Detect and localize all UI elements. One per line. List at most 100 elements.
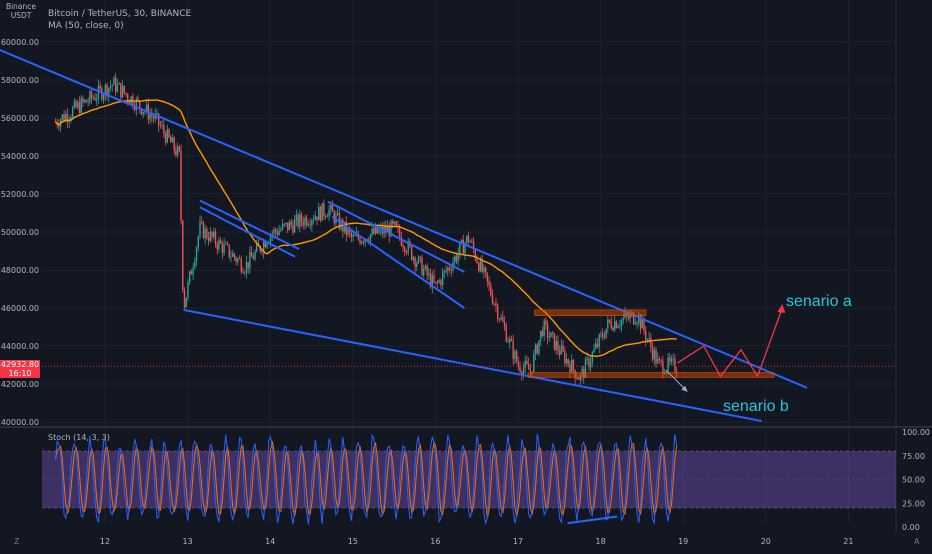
candle-body <box>385 226 387 233</box>
candle-body <box>526 360 528 364</box>
candle-body <box>669 357 671 362</box>
candle-body <box>149 114 151 120</box>
candle-body <box>496 305 499 319</box>
corner-label-right[interactable]: A <box>914 537 920 546</box>
candle-body <box>457 253 459 262</box>
candle-body <box>481 259 483 272</box>
candle-body <box>187 282 189 298</box>
candle-body <box>218 239 220 250</box>
candle-body <box>493 303 495 305</box>
candle-body <box>63 114 65 121</box>
candle-body <box>183 289 186 308</box>
candle-body <box>567 358 569 365</box>
candle-body <box>300 214 303 222</box>
candle-body <box>66 113 69 122</box>
candle-body <box>145 104 148 112</box>
descending-channel-upper[interactable] <box>0 44 808 389</box>
moving-average-line[interactable] <box>54 99 677 358</box>
candle-body <box>302 221 304 226</box>
candle-body <box>288 221 291 231</box>
candle-body <box>584 359 587 378</box>
candle-body <box>410 246 413 260</box>
candle-body <box>178 146 181 151</box>
candle-body <box>254 251 256 260</box>
candle-body <box>233 253 236 258</box>
candle-body <box>190 271 193 275</box>
scenario-a-path[interactable] <box>677 307 783 378</box>
candle-body <box>486 272 489 282</box>
candle-body <box>663 373 666 375</box>
candle-body <box>276 232 279 235</box>
candle-body <box>471 241 473 243</box>
candle-body <box>500 317 502 320</box>
corner-label-left[interactable]: Z <box>14 537 20 546</box>
symbol-title[interactable]: Bitcoin / TetherUS, 30, BINANCE <box>48 9 192 19</box>
candle-body <box>90 91 93 99</box>
price-tick-label: 44000.00 <box>1 342 39 351</box>
candle-body <box>565 358 568 364</box>
candle-body <box>593 348 595 353</box>
candle-body <box>316 216 318 221</box>
candle-body <box>660 359 662 362</box>
candle-body <box>433 275 435 283</box>
candle-body <box>73 101 76 108</box>
support-zone[interactable] <box>527 372 775 378</box>
candle-body <box>80 98 82 114</box>
candle-body <box>113 77 115 86</box>
inner-channel-2-lower[interactable] <box>331 215 465 309</box>
candle-body <box>608 319 611 322</box>
candle-body <box>443 270 446 273</box>
candle-body <box>168 129 170 138</box>
candle-body <box>610 321 612 329</box>
descending-channel-lower[interactable] <box>183 308 762 423</box>
candle-body <box>422 269 425 276</box>
candle-body <box>106 84 108 97</box>
candle-body <box>135 98 138 110</box>
inner-channel-1-lower[interactable] <box>199 206 296 258</box>
current-price-tag: 42932.80 16:10 <box>0 360 40 378</box>
candle-body <box>161 125 163 127</box>
candle-body <box>361 241 363 244</box>
inner-channel-2-upper[interactable] <box>327 200 465 273</box>
candle-body <box>314 216 316 220</box>
candle-body <box>603 337 606 339</box>
stoch-tick-label: 0.00 <box>902 523 920 532</box>
candle-body <box>583 369 585 378</box>
candle-body <box>388 226 390 237</box>
candle-body <box>318 206 320 221</box>
candle-body <box>538 340 540 354</box>
candle-body <box>522 367 525 375</box>
candle-body <box>576 378 578 380</box>
candle-body <box>524 360 526 368</box>
scenario-b-arrowhead <box>681 385 688 392</box>
candle-body <box>247 261 249 269</box>
inner-channel-1-upper[interactable] <box>199 199 300 250</box>
stoch-k-line[interactable] <box>54 433 678 525</box>
ma-legend[interactable]: MA (50, close, 0) <box>48 21 124 31</box>
candle-body <box>354 235 356 237</box>
candle-body <box>352 235 354 237</box>
resistance-zone[interactable] <box>534 309 647 316</box>
candle-body <box>469 241 471 243</box>
price-tick-label: 42000.00 <box>1 380 39 389</box>
candle-body <box>249 251 251 269</box>
candle-body <box>498 318 501 320</box>
candle-body <box>514 351 516 359</box>
candle-body <box>273 229 275 234</box>
stoch-divergence-line[interactable] <box>567 515 618 525</box>
candle-body <box>467 235 470 242</box>
candle-body <box>414 257 416 267</box>
candle-body <box>441 272 444 286</box>
candle-body <box>601 333 604 338</box>
candle-body <box>426 265 428 276</box>
candle-body <box>655 349 657 364</box>
time-tick-label: 19 <box>678 537 688 546</box>
stoch-legend[interactable]: Stoch (14, 3, 3) <box>48 433 110 442</box>
candle-body <box>674 358 676 372</box>
candle-body <box>171 137 174 143</box>
candle-body <box>94 97 96 101</box>
candle-body <box>386 226 389 233</box>
candle-body <box>108 87 110 97</box>
